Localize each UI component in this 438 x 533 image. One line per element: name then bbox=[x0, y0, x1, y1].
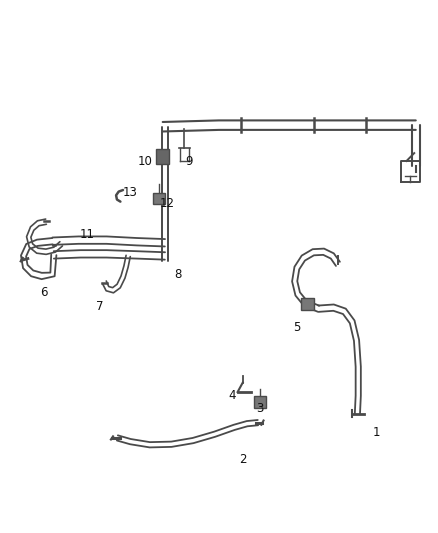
Text: 1: 1 bbox=[373, 426, 381, 439]
Text: 2: 2 bbox=[239, 453, 247, 465]
Bar bbox=[301, 298, 314, 310]
Text: 4: 4 bbox=[228, 389, 236, 402]
Bar bbox=[156, 149, 169, 164]
Text: 3: 3 bbox=[256, 402, 264, 415]
Text: 7: 7 bbox=[96, 300, 104, 312]
Bar bbox=[254, 396, 266, 408]
Text: 11: 11 bbox=[80, 228, 95, 241]
Bar bbox=[153, 192, 165, 204]
Text: 5: 5 bbox=[293, 321, 300, 334]
Text: 12: 12 bbox=[159, 197, 175, 209]
Text: 6: 6 bbox=[40, 286, 48, 300]
Text: 13: 13 bbox=[123, 186, 138, 199]
Text: 9: 9 bbox=[185, 155, 192, 167]
Text: 8: 8 bbox=[174, 268, 182, 281]
Text: 10: 10 bbox=[138, 155, 153, 167]
